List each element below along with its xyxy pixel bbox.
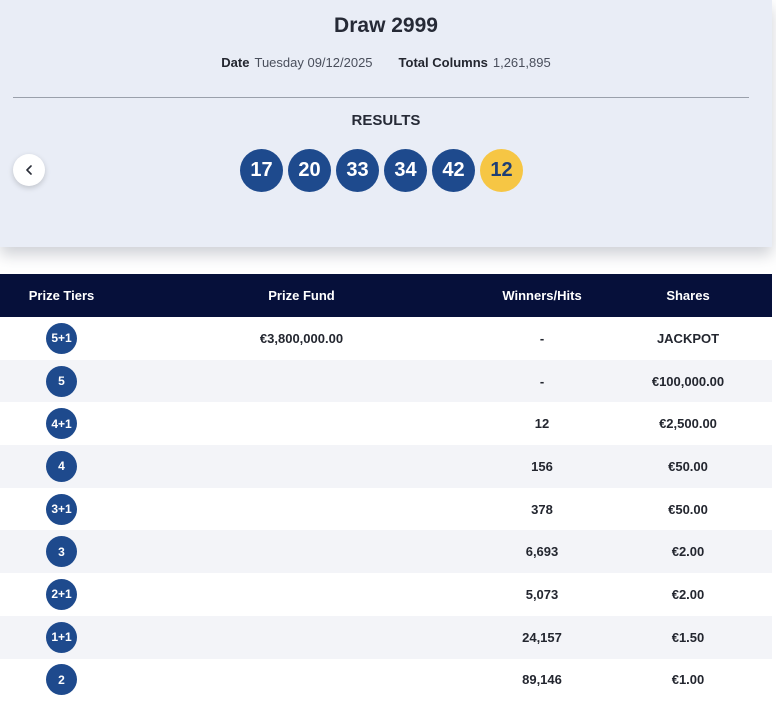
table-row: 3+1 378 €50.00 — [0, 487, 772, 531]
tier-badge: 1+1 — [46, 621, 77, 653]
winners: 12 — [534, 416, 550, 432]
number-ball: 33 — [336, 149, 379, 192]
winners: - — [539, 330, 545, 346]
tier-badge: 4+1 — [46, 408, 77, 440]
draw-meta: Date Tuesday 09/12/2025 Total Columns 1,26… — [0, 55, 772, 70]
columns-value: 1,261,895 — [492, 55, 551, 70]
table-header: Prize Tiers Prize Fund Winners/Hits Shar… — [0, 274, 772, 317]
columns-label: Total Columns — [398, 55, 488, 70]
header-prize-fund: Prize Fund — [268, 288, 335, 303]
winning-numbers: 17 20 33 34 42 12 — [240, 149, 523, 192]
number-ball: 20 — [288, 149, 331, 192]
winners: 6,693 — [525, 544, 559, 560]
shares: €100,000.00 — [651, 373, 725, 389]
table-row: 1+1 24,157 €1.50 — [0, 615, 772, 659]
results-label: RESULTS — [351, 112, 421, 129]
shares: €50.00 — [668, 458, 708, 474]
tier-badge: 2 — [46, 664, 77, 696]
winners: - — [539, 373, 545, 389]
draw-card: Draw 2999 Date Tuesday 09/12/2025 Total C… — [0, 0, 772, 247]
winners: 24,157 — [522, 629, 562, 645]
shares: €1.50 — [671, 629, 705, 645]
chevron-left-icon — [26, 165, 32, 175]
table-row: 3 6,693 €2.00 — [0, 530, 772, 574]
table-row: 5 - €100,000.00 — [0, 359, 772, 403]
table-row: 5+1 €3,800,000.00 - JACKPOT — [0, 317, 772, 360]
winners: 156 — [531, 458, 553, 474]
table-body: 5+1 €3,800,000.00 - JACKPOT 5 - €100,000… — [0, 317, 772, 702]
shares: JACKPOT — [656, 330, 720, 346]
number-ball: 34 — [384, 149, 427, 192]
table-row: 4 156 €50.00 — [0, 445, 772, 488]
number-ball: 42 — [432, 149, 475, 192]
prize-table: Prize Tiers Prize Fund Winners/Hits Shar… — [0, 274, 772, 702]
divider — [13, 97, 749, 98]
table-row: 4+1 12 €2,500.00 — [0, 402, 772, 446]
tier-badge: 5+1 — [46, 322, 77, 354]
previous-draw-button[interactable] — [13, 154, 45, 186]
header-shares: Shares — [666, 288, 710, 303]
tier-badge: 5 — [46, 365, 77, 397]
header-prize-tiers: Prize Tiers — [28, 288, 95, 303]
bonus-ball: 12 — [480, 149, 523, 192]
winners: 89,146 — [522, 672, 562, 688]
table-row: 2 89,146 €1.00 — [0, 658, 772, 702]
table-row: 2+1 5,073 €2.00 — [0, 573, 772, 616]
shares: €2.00 — [671, 544, 705, 560]
shares: €50.00 — [668, 501, 708, 517]
shares: €2,500.00 — [659, 416, 717, 432]
shares: €2.00 — [671, 586, 705, 602]
total-columns: Total Columns 1,261,895 — [399, 55, 551, 70]
shares: €1.00 — [671, 672, 705, 688]
number-ball: 17 — [240, 149, 283, 192]
tier-badge: 3+1 — [46, 493, 77, 525]
date-value: Tuesday 09/12/2025 — [254, 55, 373, 70]
draw-date: Date Tuesday 09/12/2025 — [221, 55, 372, 70]
draw-title: Draw 2999 — [334, 14, 438, 37]
tier-badge: 2+1 — [46, 578, 77, 610]
header-winners: Winners/Hits — [502, 288, 582, 303]
date-label: Date — [221, 55, 250, 70]
winners: 378 — [531, 501, 553, 517]
tier-badge: 3 — [46, 536, 77, 568]
tier-badge: 4 — [46, 450, 77, 482]
prize-fund: €3,800,000.00 — [259, 330, 344, 346]
winners: 5,073 — [525, 586, 559, 602]
